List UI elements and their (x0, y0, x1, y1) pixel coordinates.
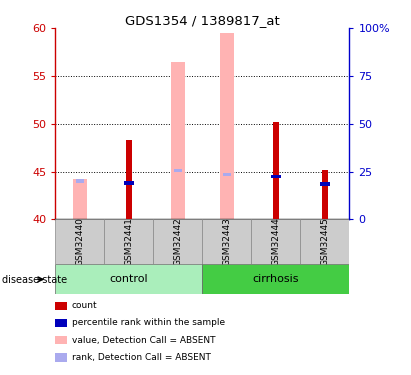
Text: control: control (110, 274, 148, 284)
Bar (55, 264, 202, 294)
Text: GSM32440: GSM32440 (76, 217, 85, 266)
Bar (104, 219, 153, 264)
Bar (153, 219, 202, 264)
Bar (320, 182, 330, 186)
Bar (202, 264, 349, 294)
Bar (202, 219, 252, 264)
Bar (271, 175, 281, 178)
Bar (124, 182, 134, 185)
Bar (220, 33, 234, 219)
Text: GSM32443: GSM32443 (222, 217, 231, 266)
Bar (76, 180, 84, 183)
Bar (171, 62, 185, 219)
Bar (252, 219, 300, 264)
Title: GDS1354 / 1389817_at: GDS1354 / 1389817_at (125, 14, 280, 27)
Text: GSM32442: GSM32442 (173, 217, 182, 266)
Bar (300, 219, 349, 264)
Bar (322, 170, 328, 219)
Text: rank, Detection Call = ABSENT: rank, Detection Call = ABSENT (72, 353, 211, 362)
Text: count: count (72, 301, 97, 310)
Text: value, Detection Call = ABSENT: value, Detection Call = ABSENT (72, 336, 215, 345)
Text: GSM32445: GSM32445 (320, 217, 329, 266)
Bar (126, 140, 132, 219)
Bar (223, 173, 231, 176)
Bar (55, 219, 104, 264)
Text: GSM32441: GSM32441 (125, 217, 134, 266)
Text: cirrhosis: cirrhosis (253, 274, 299, 284)
Text: disease state: disease state (2, 275, 67, 285)
Bar (273, 122, 279, 219)
Text: GSM32444: GSM32444 (271, 217, 280, 266)
Bar (73, 179, 87, 219)
Text: percentile rank within the sample: percentile rank within the sample (72, 318, 225, 327)
Bar (174, 169, 182, 172)
